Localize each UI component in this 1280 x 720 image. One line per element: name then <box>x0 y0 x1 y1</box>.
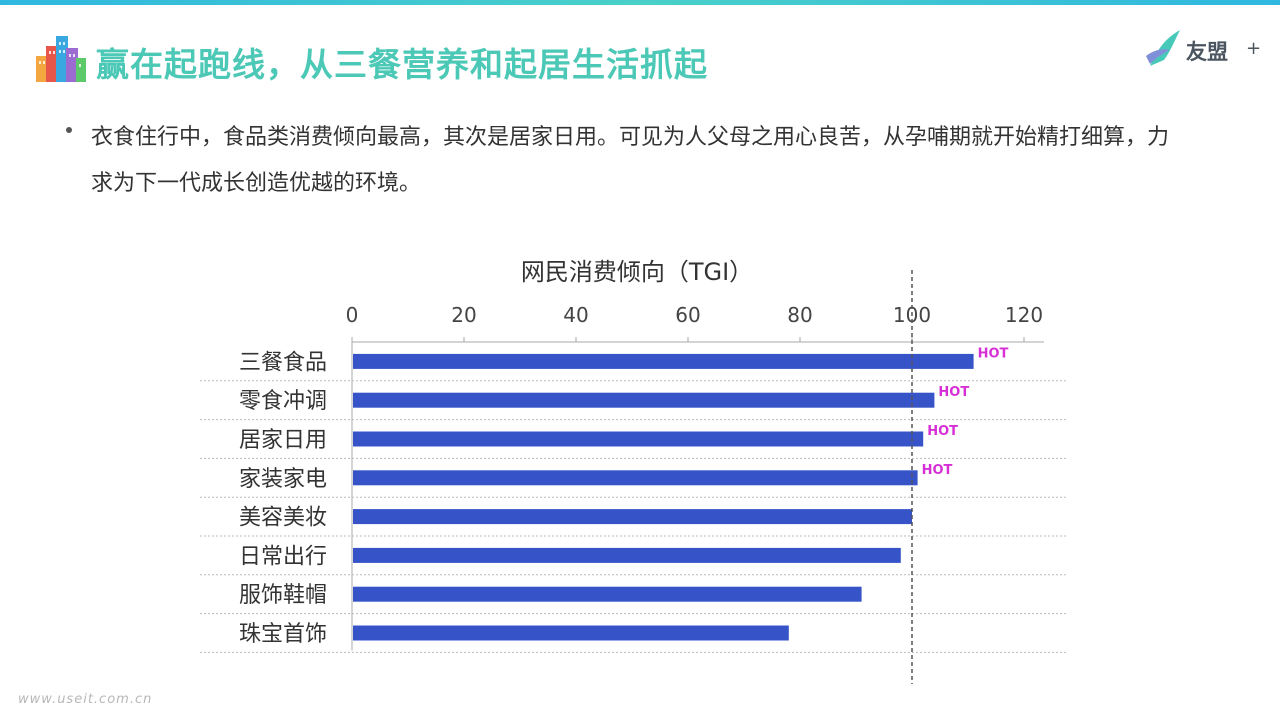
hot-label: HOT <box>927 424 958 439</box>
x-tick-label: 40 <box>563 303 588 327</box>
category-label: 家装家电 <box>239 467 327 492</box>
chart-title: 网民消费倾向（TGI） <box>521 258 753 286</box>
brand-name: 友盟 <box>1186 40 1228 64</box>
top-accent-bar <box>0 0 1280 5</box>
brand-plus: + <box>1246 38 1262 59</box>
bar <box>353 431 924 447</box>
category-label: 日常出行 <box>239 544 327 569</box>
hot-label: HOT <box>978 346 1009 361</box>
hot-label: HOT <box>938 385 969 400</box>
category-label: 三餐食品 <box>239 350 327 375</box>
hot-label: HOT <box>922 463 953 478</box>
x-tick-label: 120 <box>1005 303 1043 327</box>
bar <box>353 625 789 641</box>
bar <box>353 586 862 602</box>
x-tick-label: 20 <box>451 303 476 327</box>
bullet-text: 衣食住行中，食品类消费倾向最高，其次是居家日用。可见为人父母之用心良苦，从孕哺期… <box>91 125 1170 196</box>
category-label: 珠宝首饰 <box>239 622 327 647</box>
city-buildings-icon <box>36 36 86 82</box>
x-tick-label: 60 <box>675 303 700 327</box>
bar <box>353 470 918 486</box>
category-label: 服饰鞋帽 <box>239 583 327 608</box>
bar <box>353 392 935 408</box>
bullet-dot <box>66 127 72 133</box>
x-tick-label: 0 <box>346 303 359 327</box>
category-label: 零食冲调 <box>239 389 327 414</box>
bar <box>353 509 912 525</box>
umeng-logo-icon <box>1146 30 1180 66</box>
bar <box>353 547 901 563</box>
category-label: 美容美妆 <box>239 506 327 531</box>
footer-watermark: www.useit.com.cn <box>18 692 153 707</box>
slide-title: 赢在起跑线，从三餐营养和起居生活抓起 <box>96 45 708 84</box>
category-label: 居家日用 <box>239 428 327 453</box>
bar <box>353 353 974 369</box>
x-tick-label: 80 <box>787 303 812 327</box>
